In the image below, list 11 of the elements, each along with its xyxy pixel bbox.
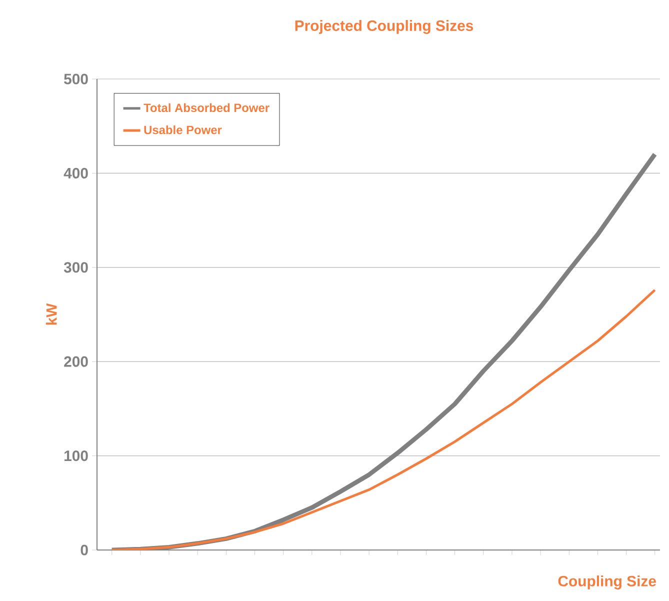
y-tick-label: 500 xyxy=(64,74,88,84)
legend-label: Usable Power xyxy=(144,125,222,134)
y-tick-label: 0 xyxy=(80,544,88,556)
x-axis-title: Coupling Size xyxy=(558,575,656,590)
y-tick-label: 200 xyxy=(64,356,88,367)
legend-label: Total Absorbed Power xyxy=(144,103,270,112)
chart-title: Projected Coupling Sizes xyxy=(295,20,474,34)
y-tick-label: 300 xyxy=(64,262,88,273)
y-axis-title: kW xyxy=(46,303,57,325)
y-tick-label: 400 xyxy=(64,168,88,178)
y-tick-label: 100 xyxy=(64,450,88,462)
